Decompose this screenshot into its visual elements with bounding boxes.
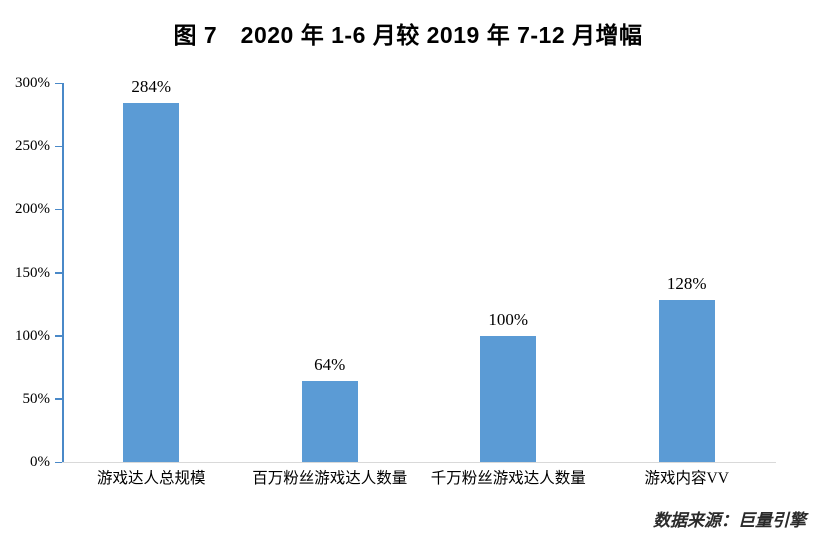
y-tick-mark	[55, 335, 62, 337]
y-tick-label: 300%	[15, 75, 50, 91]
y-tick-label: 100%	[15, 327, 50, 344]
bar-value-label: 64%	[314, 355, 346, 375]
chart-title: 图 7 2020 年 1-6 月较 2019 年 7-12 月增幅	[173, 22, 643, 48]
y-tick-label: 0%	[30, 454, 50, 470]
category-label: 游戏内容VV	[644, 470, 729, 487]
bar-4	[658, 300, 715, 462]
y-tick-label: 150%	[15, 264, 50, 281]
bar-2	[301, 381, 358, 462]
y-tick-label: 200%	[15, 201, 50, 218]
y-tick-mark	[55, 208, 62, 211]
bar-value-label: 100%	[488, 309, 529, 329]
category-label: 百万粉丝游戏达人数量	[252, 470, 408, 487]
data-source-note: 数据来源：巨量引擎	[653, 511, 806, 530]
category-label: 游戏达人总规模	[96, 470, 206, 487]
y-tick-mark	[55, 398, 62, 400]
y-tick-mark	[55, 461, 62, 463]
y-tick-label: 50%	[22, 390, 51, 407]
bar-1	[123, 103, 180, 462]
y-tick-label: 250%	[15, 138, 50, 155]
bar-3	[480, 335, 537, 462]
y-tick-mark	[55, 82, 62, 84]
y-tick-mark	[55, 272, 62, 274]
y-tick-mark	[55, 145, 62, 148]
category-label: 千万粉丝游戏达人数量	[430, 470, 586, 487]
y-axis-line	[62, 83, 64, 462]
bar-value-label: 284%	[131, 77, 172, 97]
bar-value-label: 128%	[666, 274, 707, 294]
x-axis-line	[62, 462, 776, 463]
